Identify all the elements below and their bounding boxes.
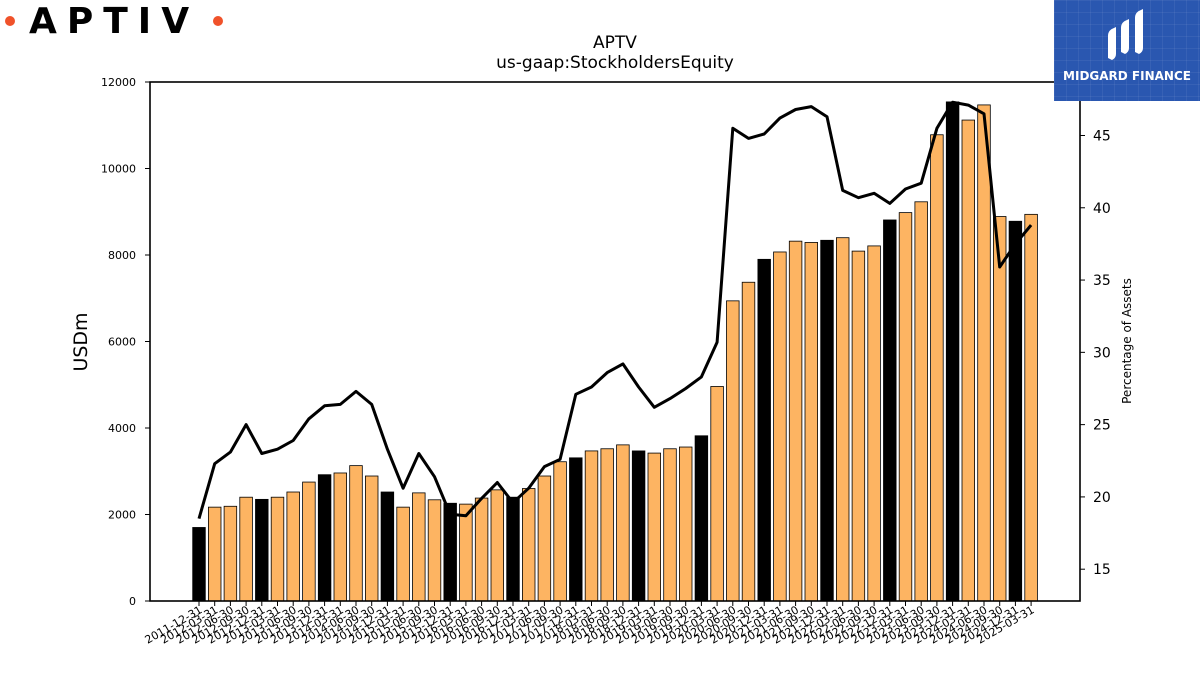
bar-2022-06-30 <box>851 250 866 602</box>
bar-2023-09-30 <box>930 134 944 602</box>
midgard-finance-watermark: MIDGARD FINANCE <box>1054 0 1200 101</box>
logo-dot-left <box>5 16 15 26</box>
bar-2016-06-30 <box>474 497 489 602</box>
y-tick-label-right: 20 <box>1093 490 1111 506</box>
bar-2021-12-31 <box>820 239 834 602</box>
logo-text: APTIV <box>29 0 200 42</box>
bar-2019-03-31 <box>647 452 662 602</box>
bar-2015-09-30 <box>427 499 442 602</box>
watermark-text: MIDGARD FINANCE <box>1063 69 1191 83</box>
bar-2012-03-31 <box>207 506 222 602</box>
y-tick-label-left: 0 <box>129 595 136 608</box>
bar-2017-06-30 <box>537 475 552 602</box>
bar-2022-03-31 <box>836 237 850 602</box>
bar-2025-03-31 <box>1024 213 1038 602</box>
aptiv-logo: APTIV <box>0 0 240 42</box>
bar-2015-12-31 <box>443 502 457 602</box>
y-tick-label-right: 35 <box>1093 273 1111 289</box>
bar-2021-03-31 <box>773 251 787 602</box>
bar-2022-12-31 <box>883 219 897 602</box>
y-tick-label-right: 30 <box>1093 345 1111 361</box>
bar-2014-12-31 <box>380 491 395 602</box>
bar-2023-03-31 <box>898 212 913 602</box>
bar-2012-09-30 <box>239 496 253 602</box>
y-tick-label-left: 4000 <box>108 422 136 435</box>
y-axis-right: 15 20 25 30 35 40 45 <box>1080 128 1111 578</box>
bar-2020-09-30 <box>741 281 756 602</box>
bar-2014-03-31 <box>333 472 348 602</box>
y-axis-label-right: Percentage of Assets <box>1120 278 1134 404</box>
y-tick-label-left: 8000 <box>108 249 136 262</box>
percentage-of-assets-line <box>197 100 1033 520</box>
bar-2024-03-31 <box>961 119 976 602</box>
bar-2020-12-31 <box>757 258 771 602</box>
bar-2012-12-31 <box>255 498 269 602</box>
bar-2013-12-31 <box>317 474 332 602</box>
bar-2013-09-30 <box>302 481 316 602</box>
bar-2024-06-30 <box>977 104 991 602</box>
bar-2020-03-31 <box>710 386 724 602</box>
bar-2023-12-31 <box>945 101 960 602</box>
bar-2023-06-30 <box>914 201 928 602</box>
bar-2024-12-31 <box>1008 220 1023 602</box>
midgard-logo-icon <box>1108 9 1143 60</box>
y-axis-label-left: USDm <box>70 312 92 371</box>
bar-2017-03-31 <box>522 488 536 602</box>
bar-2013-06-30 <box>286 491 300 602</box>
bar-2018-09-30 <box>616 444 630 602</box>
y-tick-label-right: 15 <box>1093 562 1111 578</box>
bar-2014-06-30 <box>349 465 363 602</box>
bar-2017-09-30 <box>553 461 567 602</box>
bar-2017-12-31 <box>569 457 583 602</box>
x-axis: 2011-12-312012-03-312012-06-302012-09-30… <box>143 601 1037 647</box>
bar-2021-06-30 <box>788 240 803 602</box>
bar-2018-12-31 <box>631 450 646 602</box>
y-tick-label-right: 40 <box>1093 201 1111 217</box>
bar-2012-06-30 <box>223 505 238 602</box>
y-tick-label-left: 10000 <box>101 163 136 176</box>
bar-2016-03-31 <box>459 503 473 602</box>
y-axis-left: 0 2000 4000 6000 8000 10000 12000 <box>101 76 150 608</box>
bar-2016-12-31 <box>506 496 520 602</box>
bar-2016-09-30 <box>490 489 505 602</box>
bar-2020-06-30 <box>726 300 740 602</box>
bar-2019-12-31 <box>694 435 709 602</box>
bar-2011-12-31 <box>192 527 206 602</box>
line-series <box>197 100 1033 520</box>
bar-2013-03-31 <box>270 496 285 602</box>
y-tick-label-left: 6000 <box>108 336 136 349</box>
bar-2015-03-31 <box>396 506 410 602</box>
y-tick-label-left: 2000 <box>108 509 136 522</box>
chart-subtitle: us-gaap:StockholdersEquity <box>496 53 734 73</box>
y-tick-label-left: 12000 <box>101 76 136 89</box>
bar-2019-09-30 <box>679 446 693 602</box>
logo-dot-right <box>213 16 224 26</box>
bar-2022-09-30 <box>867 245 881 602</box>
y-tick-label-right: 45 <box>1093 128 1111 144</box>
bar-2018-03-31 <box>584 450 599 602</box>
bar-2024-09-30 <box>993 216 1007 602</box>
chart-title: APTV <box>593 33 637 53</box>
y-tick-label-right: 25 <box>1093 418 1111 434</box>
bar-series <box>192 101 1038 602</box>
bar-2015-06-30 <box>412 492 426 602</box>
bar-2019-06-30 <box>663 448 677 602</box>
bar-2018-06-30 <box>600 448 614 602</box>
bar-2021-09-30 <box>804 242 819 602</box>
bar-2014-09-30 <box>364 475 379 602</box>
